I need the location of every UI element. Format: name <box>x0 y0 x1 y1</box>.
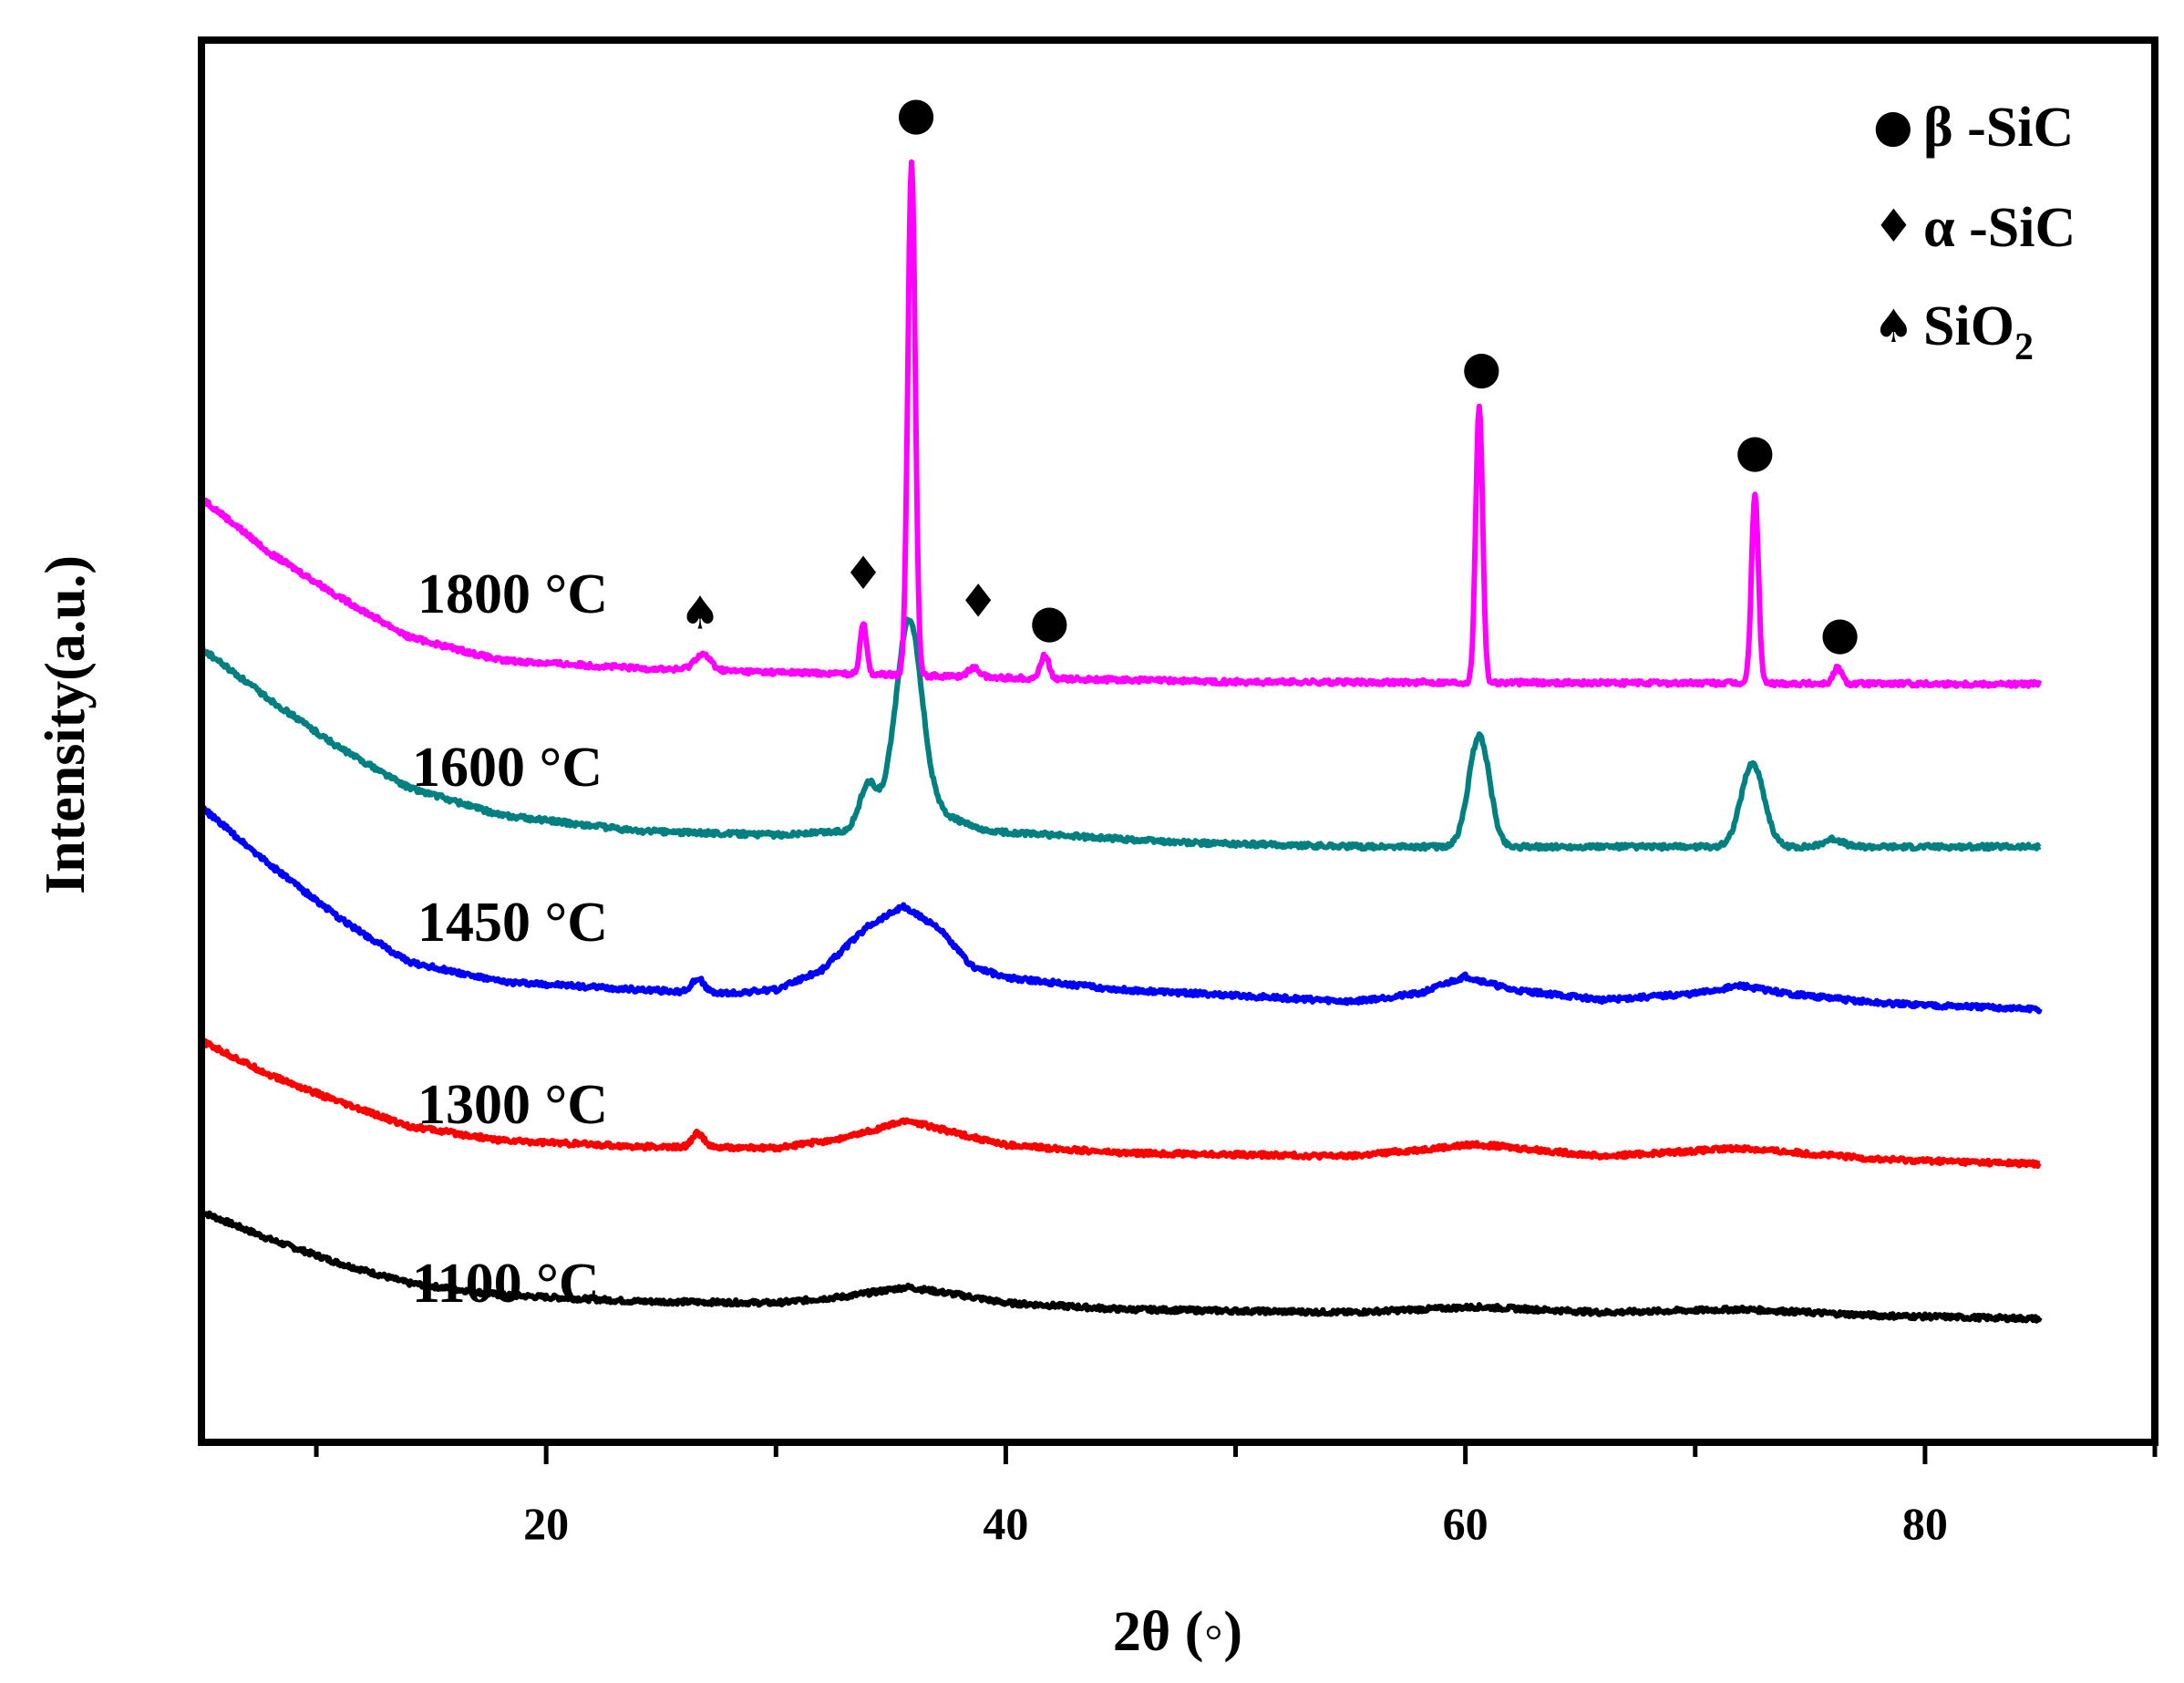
temperature-labels: 1800 °C 1600 °C 1450 °C 1300 °C 1100 °C <box>412 563 608 1315</box>
beta-sic-marker: ● <box>1820 606 1860 659</box>
legend-sio2-label: SiO2 <box>1923 295 2034 368</box>
legend-beta-symbol: ● <box>1873 99 1913 152</box>
x-axis-ticks: 20 40 60 80 <box>314 1442 2158 1549</box>
legend: ● β -SiC ♦ α -SiC ♠ SiO2 <box>1873 97 2076 368</box>
temp-label-1100: 1100 °C <box>412 1253 600 1315</box>
beta-sic-marker: ● <box>896 88 936 140</box>
series-lines <box>199 159 2043 1324</box>
legend-beta-label: β -SiC <box>1923 97 2074 159</box>
temp-label-1450: 1450 °C <box>417 892 608 954</box>
x-tick-label: 60 <box>1443 1498 1489 1549</box>
beta-sic-marker: ● <box>1461 341 1501 394</box>
plot-frame <box>198 36 2158 1446</box>
x-tick-label: 80 <box>1902 1498 1948 1549</box>
series-line-1300 <box>199 1037 2042 1170</box>
series-line-1450 <box>199 804 2043 1015</box>
legend-sio2-symbol: ♠ <box>1873 300 1914 353</box>
beta-sic-marker: ● <box>1029 594 1069 647</box>
sio2-marker: ♠ <box>680 587 721 640</box>
x-tick-label: 40 <box>983 1498 1028 1549</box>
series-line-1100 <box>200 1209 2043 1324</box>
temp-label-1600: 1600 °C <box>412 737 603 799</box>
series-line-1800 <box>199 159 2043 689</box>
y-axis-title: Intensity(a.u.) <box>35 555 97 894</box>
alpha-sic-marker: ♦ <box>843 547 884 600</box>
legend-alpha-symbol: ♦ <box>1873 200 1914 253</box>
legend-alpha-label: α -SiC <box>1923 197 2076 259</box>
temp-label-1300: 1300 °C <box>417 1074 608 1136</box>
x-tick-label: 20 <box>523 1498 569 1549</box>
alpha-sic-marker: ♦ <box>958 575 999 628</box>
beta-sic-marker: ● <box>1735 424 1775 477</box>
x-axis-title: 2θ (◦) <box>1113 1601 1242 1663</box>
series-line-1600 <box>200 616 2042 852</box>
peak-markers: ● ● ● ● ● ♦ ♦ ♠ <box>680 88 1860 660</box>
temp-label-1800: 1800 °C <box>417 563 608 625</box>
